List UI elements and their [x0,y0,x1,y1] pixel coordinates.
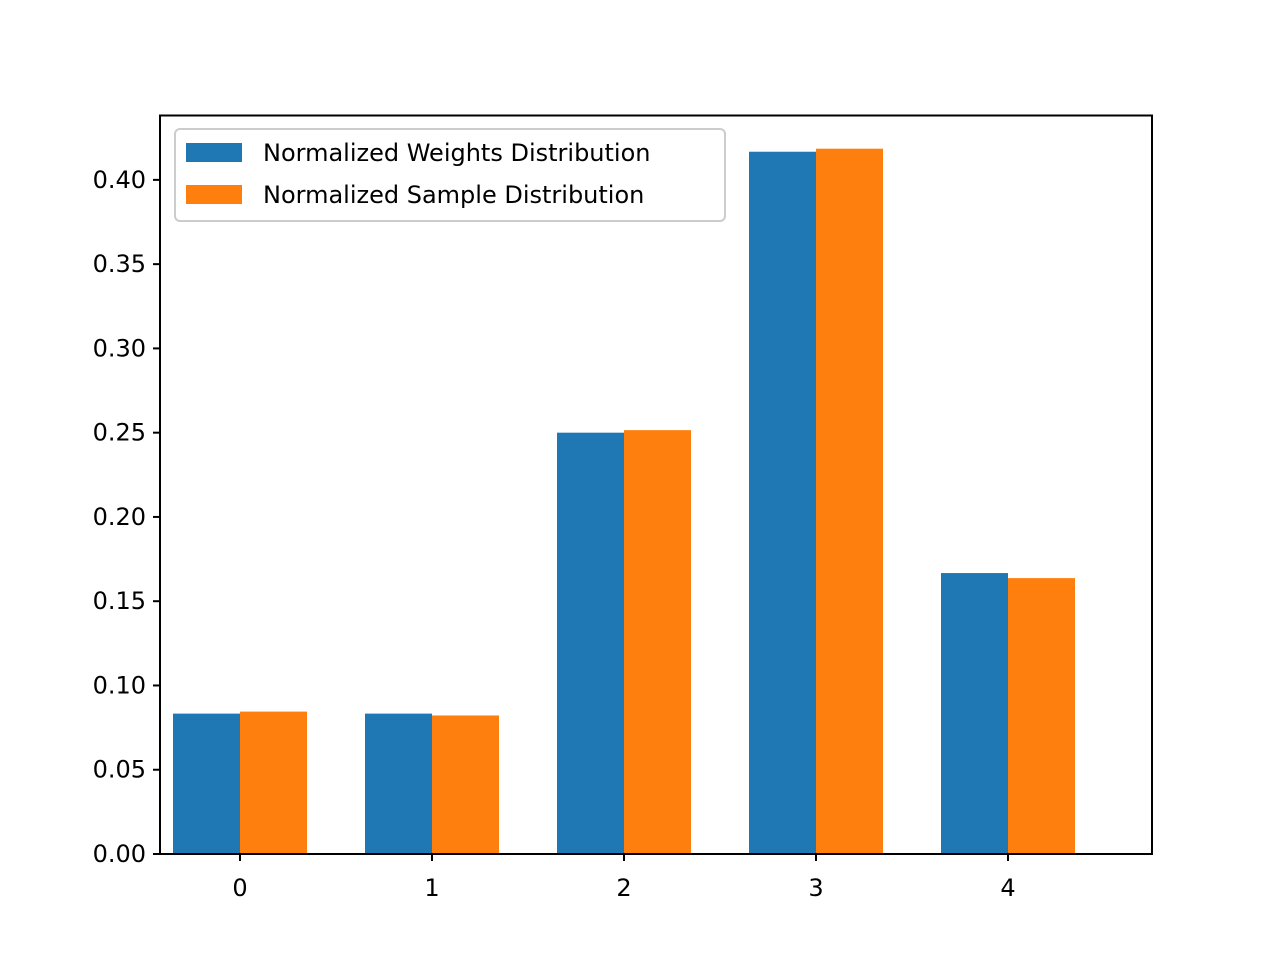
x-tick-label: 0 [232,874,247,902]
y-tick-label: 0.15 [93,587,146,615]
legend: Normalized Weights Distribution Normaliz… [174,128,726,222]
legend-swatch-sample [186,185,242,204]
bar-series-1-category-0 [240,711,307,854]
x-tick-label: 2 [616,874,631,902]
x-tick-label: 3 [808,874,823,902]
bar-series-1-category-4 [1008,578,1075,854]
y-tick-label: 0.30 [93,334,146,362]
legend-label-sample: Normalized Sample Distribution [263,181,644,209]
bars-group [173,148,1075,855]
y-tick-label: 0.05 [93,756,146,784]
bar-series-1-category-1 [432,715,499,854]
y-tick-label: 0.40 [93,166,146,194]
x-tick-label: 4 [1000,874,1015,902]
y-tick-label: 0.25 [93,419,146,447]
x-axis: 0 1 2 3 4 [232,854,1016,902]
legend-box [174,128,726,222]
legend-swatch-weights [186,143,242,162]
x-tick-label: 1 [424,874,439,902]
y-tick-label: 0.10 [93,671,146,699]
bar-series-1-category-2 [624,430,691,854]
bar-series-0-category-2 [557,432,624,854]
y-axis: 0.00 0.05 0.10 0.15 0.20 0.25 0.30 0.35 0.40 [93,166,160,868]
bar-series-1-category-3 [816,148,883,854]
legend-label-weights: Normalized Weights Distribution [263,139,651,167]
bar-series-0-category-3 [749,151,816,855]
y-tick-label: 0.00 [93,840,146,868]
bar-series-0-category-4 [941,573,1008,854]
y-tick-label: 0.20 [93,503,146,531]
plot-frame [159,114,1153,855]
y-tick-label: 0.35 [93,250,146,278]
bar-series-0-category-1 [365,713,432,854]
bar-series-0-category-0 [173,713,240,854]
